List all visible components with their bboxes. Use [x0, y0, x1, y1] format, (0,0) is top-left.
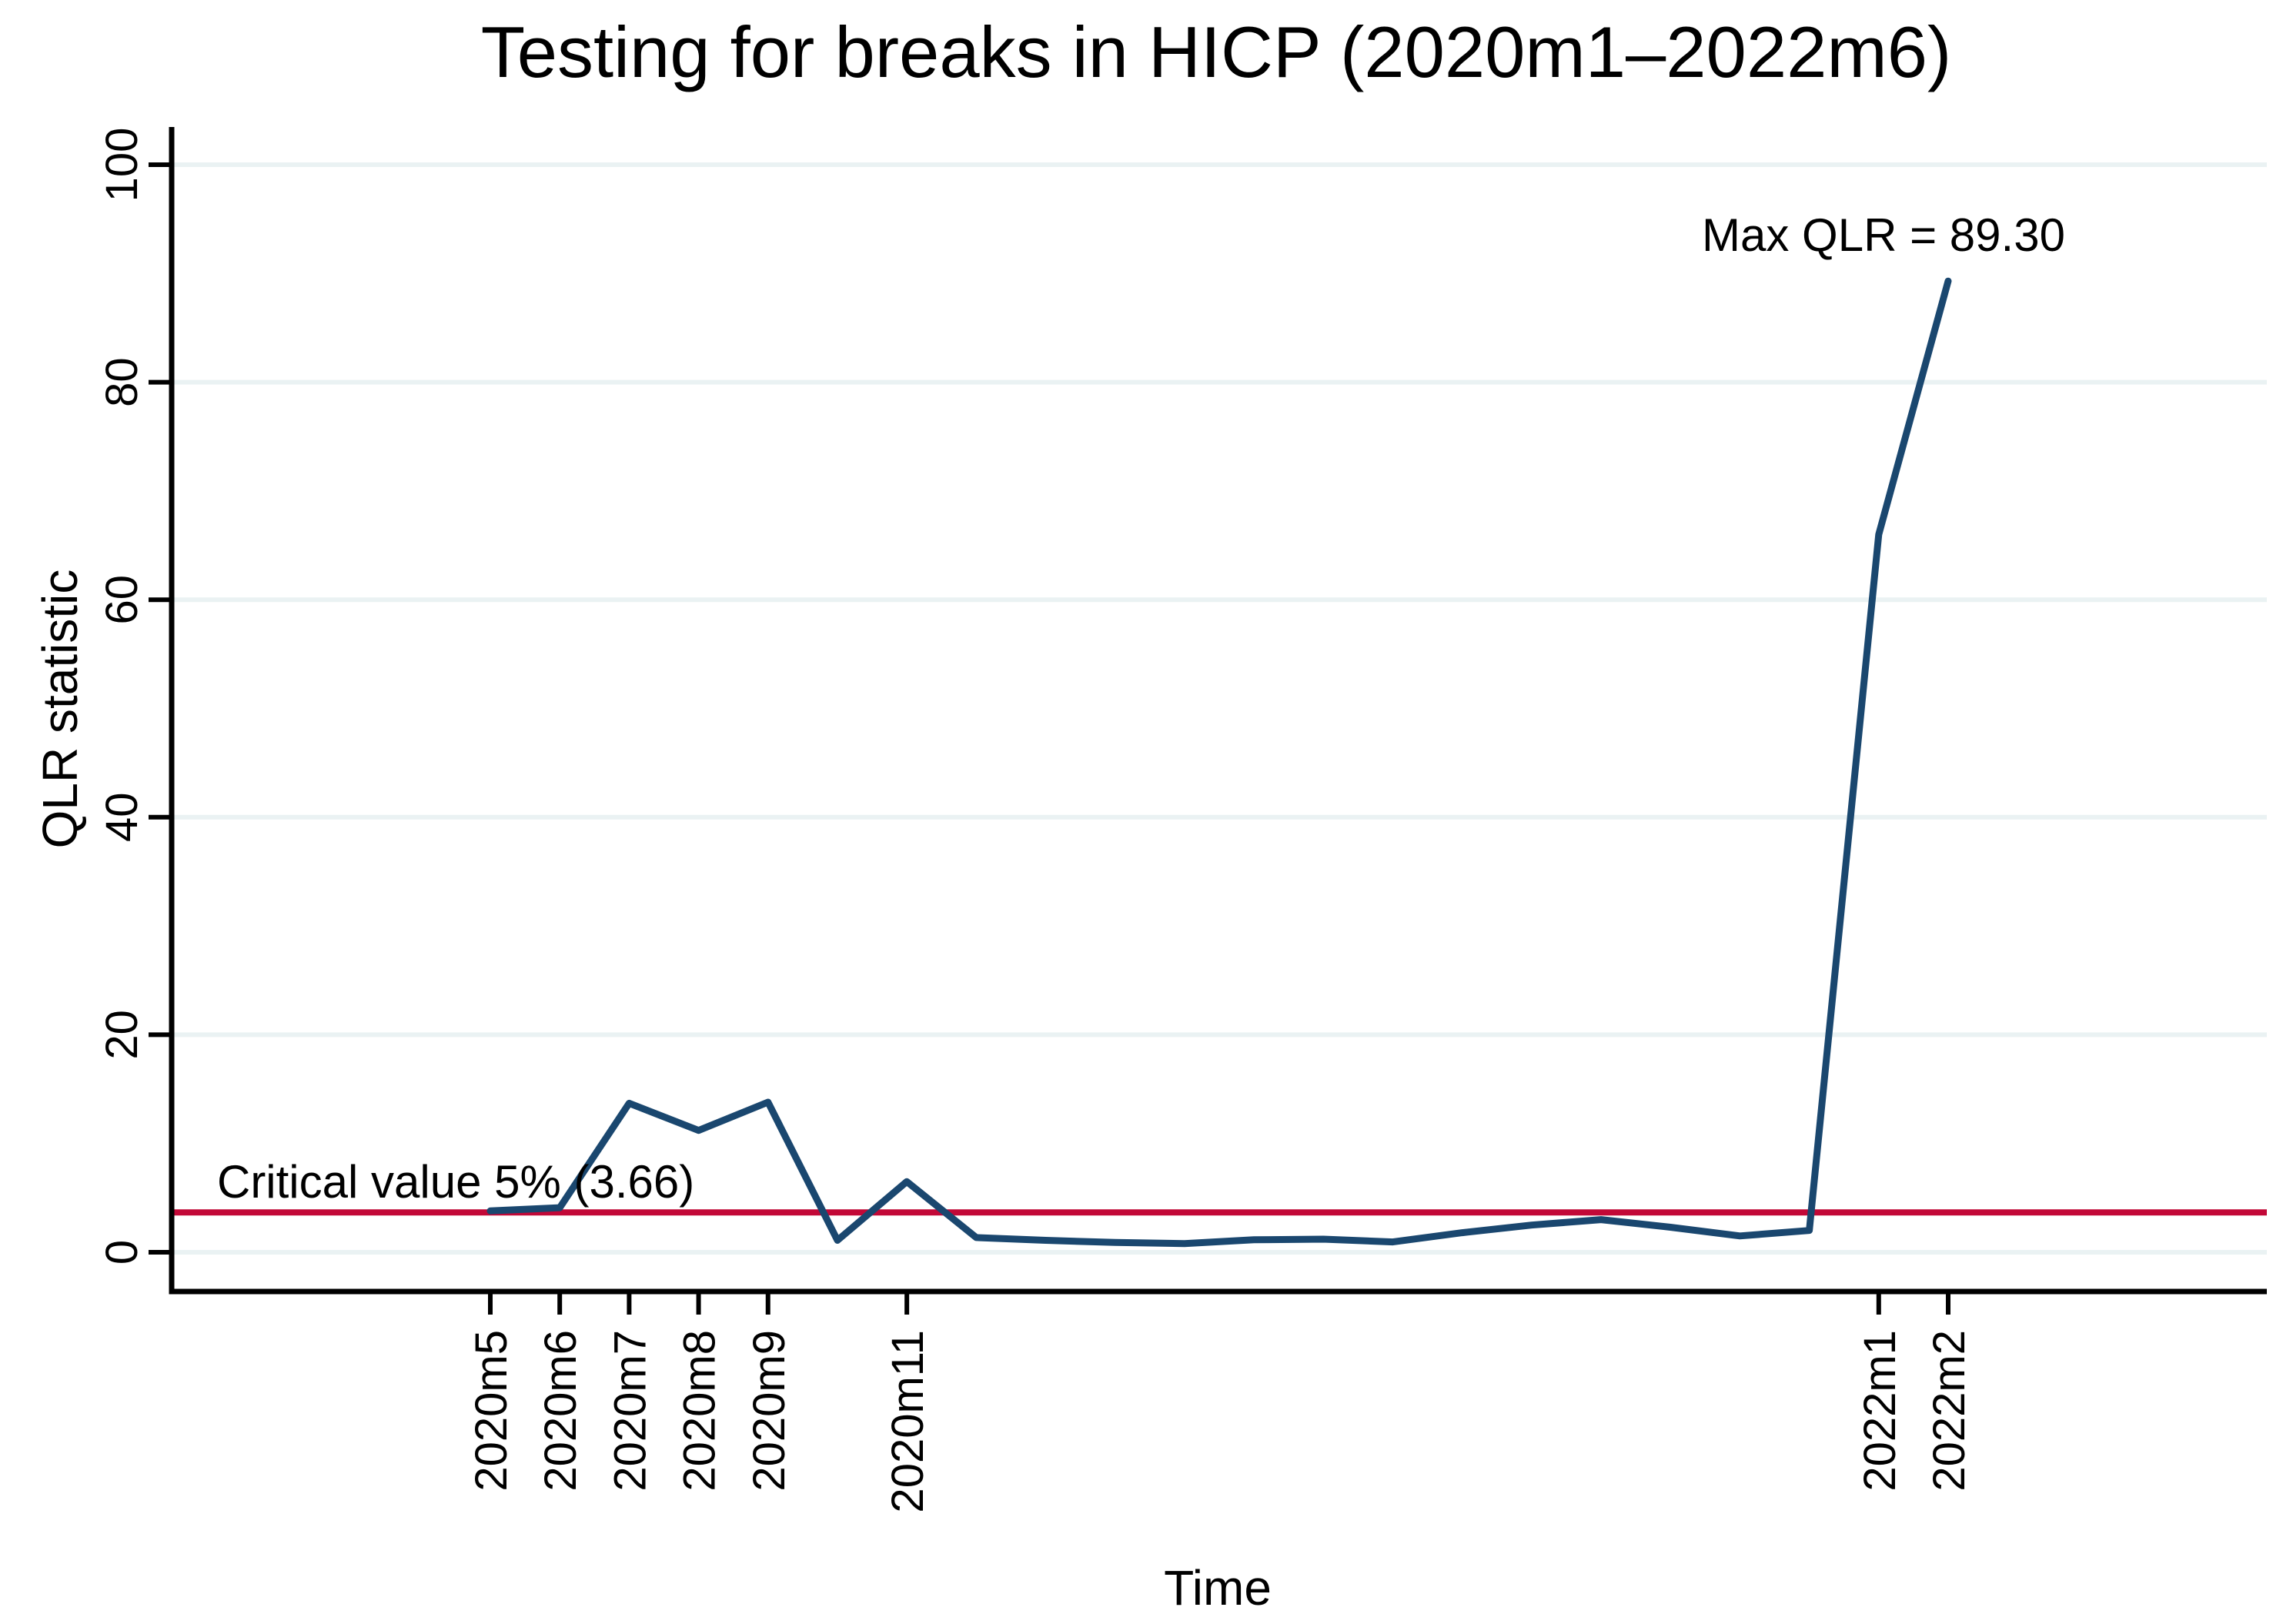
x-tick-label: 2020m11: [883, 1330, 933, 1513]
gridlines-layer: [172, 162, 2267, 1255]
y-tick-label: 20: [97, 1010, 147, 1060]
y-tick-label: 100: [97, 128, 147, 202]
series-layer: [486, 277, 1952, 1248]
y-tick-label: 80: [97, 357, 147, 407]
y-tick-label: 60: [97, 575, 147, 625]
qlr-series-line: [486, 277, 1952, 1248]
y-axis-title: QLR statistic: [32, 570, 88, 849]
x-tick-label: 2022m2: [1924, 1330, 1974, 1492]
chart-title: Testing for breaks in HICP (2020m1–2022m…: [481, 12, 1952, 92]
x-tick-label: 2020m8: [675, 1330, 725, 1492]
tick-labels-layer: 0 20 40 60 80 100 2020m5 2020m6 2020m7 2020m8 2020…: [97, 128, 1974, 1513]
x-tick-label: 2020m6: [536, 1330, 586, 1492]
y-tick-label: 40: [97, 793, 147, 843]
x-tick-label: 2020m5: [466, 1330, 516, 1492]
critical-value-label: Critical value 5% (3.66): [217, 1156, 694, 1208]
axes-layer: [149, 127, 2267, 1315]
x-tick-label: 2020m9: [744, 1330, 794, 1492]
x-tick-label: 2020m7: [605, 1330, 655, 1492]
x-tick-label: 2022m1: [1855, 1330, 1905, 1492]
max-qlr-annotation: Max QLR = 89.30: [1702, 209, 2065, 261]
y-tick-label: 0: [97, 1240, 147, 1265]
x-axis-title: Time: [1164, 1560, 1272, 1616]
